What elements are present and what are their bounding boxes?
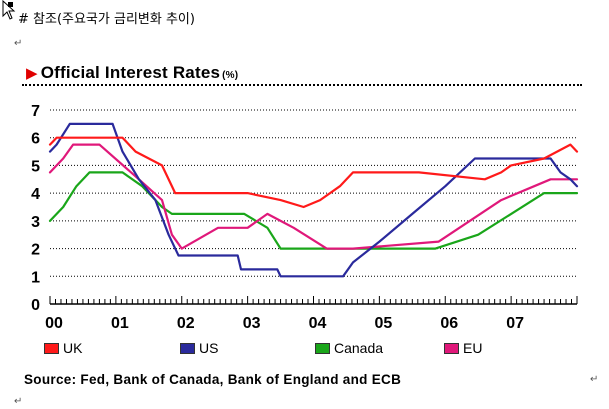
legend-label-uk: UK	[63, 340, 83, 356]
y-tick-label: 4	[31, 186, 40, 203]
paragraph-mark: ↵	[14, 38, 23, 49]
x-tick-label: 06	[440, 315, 458, 332]
x-tick-label: 01	[111, 315, 129, 332]
x-tick-label: 07	[506, 315, 524, 332]
legend-item-eu: EU	[444, 340, 482, 356]
y-tick-label: 7	[31, 103, 40, 120]
x-tick-label: 03	[243, 315, 261, 332]
chart-unit-label: (%)	[222, 70, 239, 81]
series-line-canada	[48, 171, 579, 250]
x-tick-label: 00	[45, 315, 63, 332]
mouse-cursor-icon	[2, 0, 16, 20]
paragraph-mark: ↵	[14, 396, 23, 407]
triangle-arrow-icon: ▶	[26, 65, 38, 82]
legend-item-canada: Canada	[315, 340, 383, 356]
chart-title: ▶ Official Interest Rates (%)	[26, 63, 238, 83]
legend-label-us: US	[199, 340, 219, 356]
legend-swatch-eu	[444, 342, 459, 354]
y-tick-label: 3	[31, 214, 40, 231]
legend-swatch-canada	[315, 342, 330, 354]
series-line-us	[48, 122, 579, 278]
x-tick-label: 05	[374, 315, 392, 332]
y-tick-label: 0	[31, 297, 40, 314]
legend-item-us: US	[180, 340, 218, 356]
paragraph-mark: ↵	[590, 374, 599, 385]
x-tick-label: 04	[309, 315, 327, 332]
chart-source: Source: Fed, Bank of Canada, Bank of Eng…	[24, 372, 402, 387]
legend-label-canada: Canada	[334, 340, 384, 356]
legend-item-uk: UK	[44, 340, 82, 356]
legend-label-eu: EU	[463, 340, 483, 356]
series-line-eu	[48, 143, 579, 250]
title-dotted-rule	[22, 84, 582, 86]
legend-swatch-us	[180, 342, 195, 354]
y-tick-label: 5	[31, 158, 40, 175]
series-line-uk	[48, 136, 579, 209]
document-heading: # 참조(주요국가 금리변화 추이)	[18, 12, 195, 27]
y-tick-label: 1	[31, 269, 40, 286]
y-tick-label: 2	[31, 242, 40, 259]
chart-title-text: Official Interest Rates	[40, 63, 221, 82]
y-tick-label: 6	[31, 131, 40, 148]
x-tick-label: 02	[177, 315, 195, 332]
legend-swatch-uk	[44, 342, 59, 354]
